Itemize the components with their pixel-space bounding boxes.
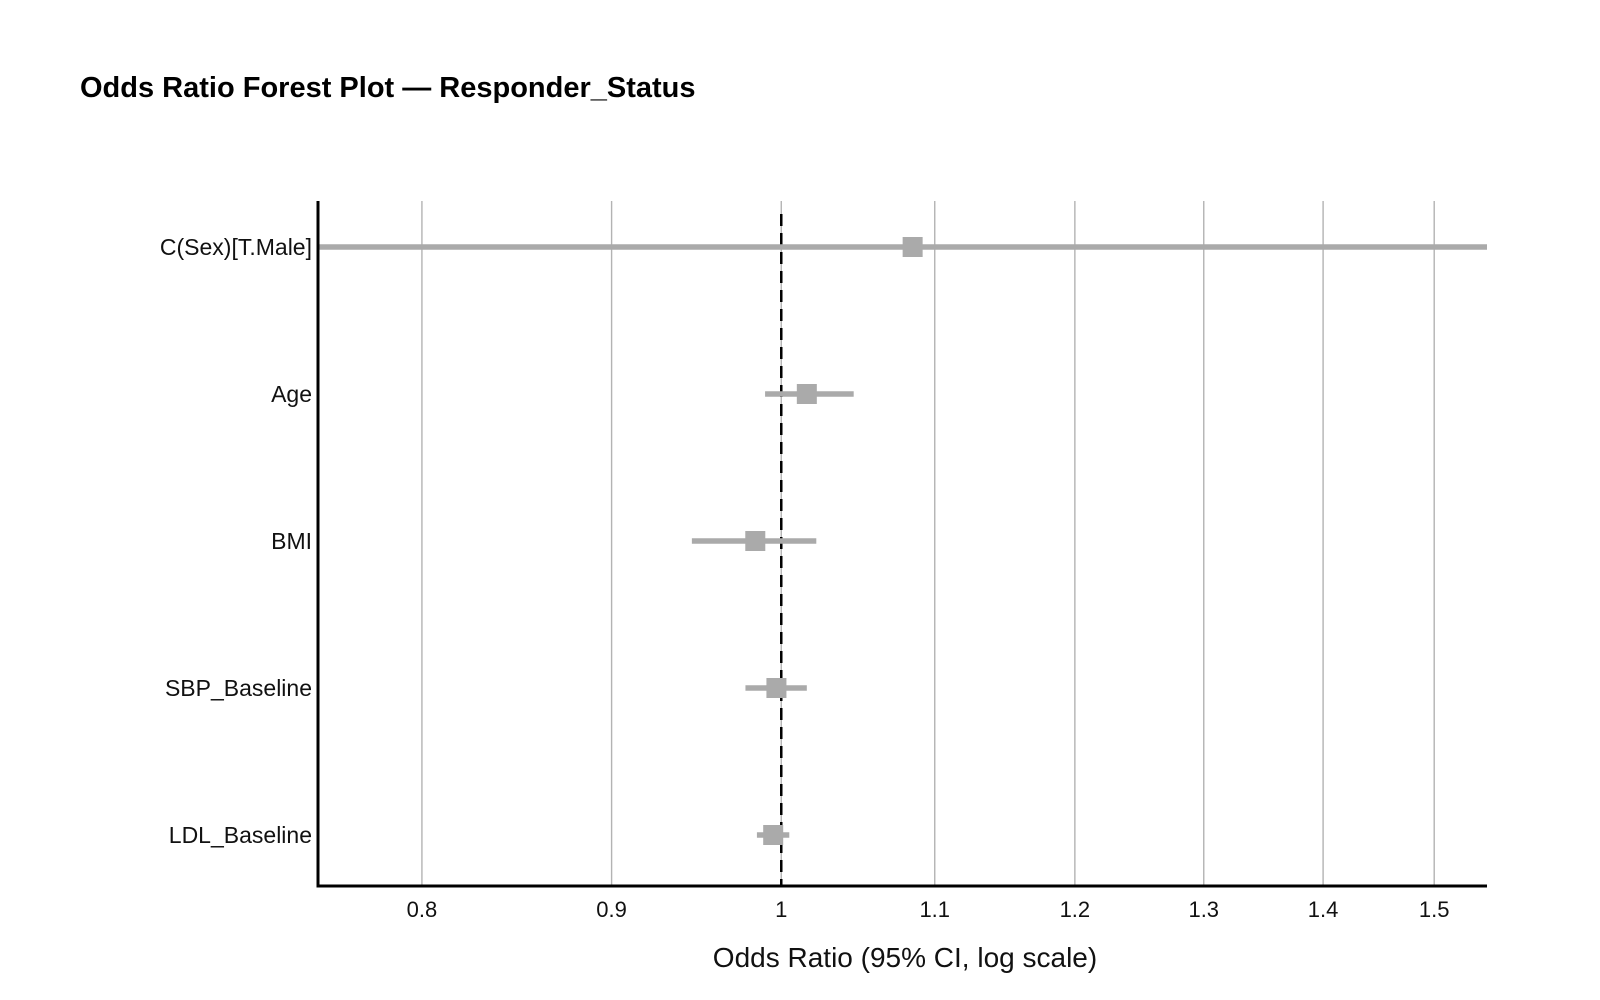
x-tick-label: 1.3 <box>1188 897 1219 922</box>
point-estimate-marker <box>745 531 766 551</box>
chart-title: Odds Ratio Forest Plot — Responder_Statu… <box>80 72 696 104</box>
x-tick-label: 1.5 <box>1419 897 1450 922</box>
y-tick-label: LDL_Baseline <box>169 822 312 848</box>
y-tick-label: Age <box>271 381 312 407</box>
y-tick-labels: C(Sex)[T.Male] Age BMI SBP_Baseline LDL_Base… <box>160 234 312 848</box>
gridlines <box>421 201 1435 886</box>
x-tick-label: 0.9 <box>596 897 627 922</box>
x-tick-label: 1 <box>775 897 787 922</box>
y-tick-label: C(Sex)[T.Male] <box>160 234 312 260</box>
x-axis-label: Odds Ratio (95% CI, log scale) <box>713 942 1097 973</box>
point-estimate-marker <box>763 825 784 845</box>
x-tick-label: 0.8 <box>407 897 438 922</box>
point-estimate-marker <box>796 384 817 404</box>
x-tick-label: 1.4 <box>1308 897 1339 922</box>
point-estimate-marker <box>766 678 787 698</box>
x-tick-label: 1.2 <box>1060 897 1091 922</box>
x-tick-label: 1.1 <box>919 897 950 922</box>
x-tick-labels: 0.8 0.9 1 1.1 1.2 1.3 1.4 1.5 <box>407 897 1450 922</box>
data-marks <box>318 237 1487 845</box>
axes <box>316 201 1487 888</box>
point-estimate-marker <box>902 237 923 257</box>
y-tick-label: SBP_Baseline <box>165 675 312 701</box>
y-tick-label: BMI <box>271 528 312 554</box>
